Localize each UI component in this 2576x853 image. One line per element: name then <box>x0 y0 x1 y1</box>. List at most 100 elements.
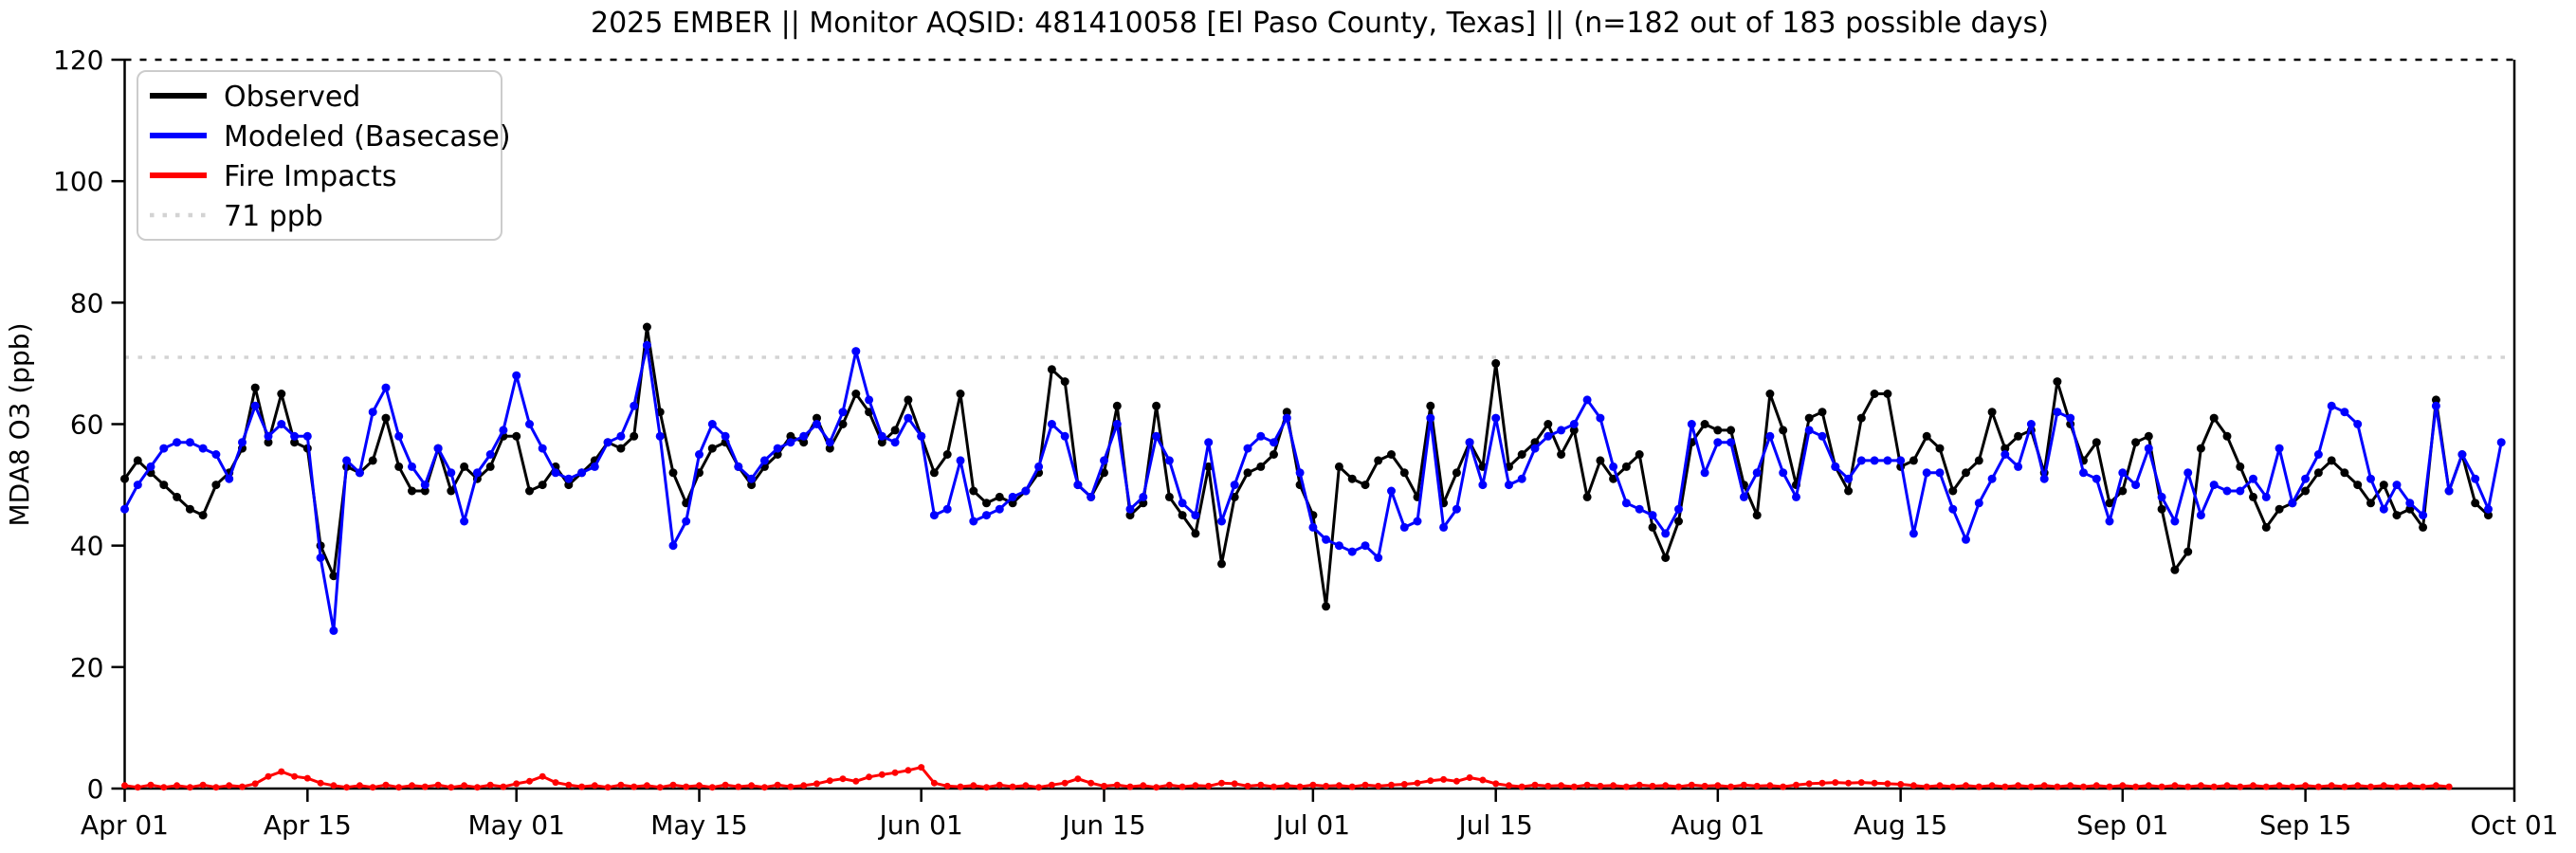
observed-point <box>1948 486 1958 496</box>
modeled-basecase-point <box>2196 511 2205 520</box>
fire-impacts-point <box>2406 782 2414 789</box>
fire-impacts-point <box>251 780 259 788</box>
fire-impacts-point <box>2250 782 2256 789</box>
observed-point <box>2275 504 2284 514</box>
fire-impacts-point <box>669 781 677 789</box>
modeled-basecase-point <box>1295 468 1305 478</box>
fire-impacts-point <box>2367 783 2374 790</box>
fire-impacts-point <box>1818 779 1826 787</box>
modeled-basecase-point <box>1844 474 1854 483</box>
x-tick-label: Aug 01 <box>1671 809 1764 841</box>
modeled-basecase-point <box>2353 420 2363 428</box>
observed-point <box>1621 462 1631 471</box>
modeled-basecase-point <box>1792 492 1800 501</box>
modeled-basecase-point <box>1282 413 1291 423</box>
modeled-basecase-point <box>2001 450 2010 459</box>
fire-impacts-point <box>1440 775 1448 783</box>
fire-impacts-point <box>760 784 768 791</box>
observed-point <box>630 431 639 441</box>
observed-point <box>1765 390 1775 398</box>
observed-point <box>1530 438 1540 447</box>
fire-impacts-point <box>2210 783 2218 790</box>
fire-impacts-point <box>1361 781 1369 789</box>
fire-impacts-point <box>473 784 481 791</box>
fire-impacts-point <box>2080 783 2087 790</box>
fire-impacts-point <box>486 781 494 789</box>
fire-impacts-point <box>343 784 351 791</box>
fire-impacts-point <box>1348 783 1356 790</box>
observed-point <box>1347 474 1357 483</box>
modeled-basecase-point <box>1700 468 1709 478</box>
fire-impacts-point <box>2302 782 2310 789</box>
modeled-basecase-point <box>1739 492 1748 501</box>
observed-point <box>786 431 795 441</box>
observed-point <box>982 499 991 508</box>
fire-impacts-point <box>1466 774 1473 781</box>
modeled-basecase-point <box>433 444 443 453</box>
observed-point <box>813 413 821 423</box>
fire-impacts-point <box>1936 782 1944 789</box>
observed-point <box>1047 365 1056 374</box>
modeled-basecase-point <box>185 438 194 447</box>
modeled-basecase-point <box>956 456 965 465</box>
modeled-basecase-point <box>1648 511 1657 520</box>
modeled-basecase-point <box>1726 438 1736 447</box>
observed-point <box>1922 431 1931 441</box>
modeled-basecase-point <box>2236 486 2245 496</box>
observed-point <box>1987 408 1997 417</box>
fire-impacts-point <box>1714 782 1722 789</box>
modeled-basecase-point <box>1491 413 1501 423</box>
observed-point <box>1752 511 1762 520</box>
observed-point <box>956 390 965 398</box>
modeled-basecase-point <box>590 462 599 471</box>
observed-point <box>1909 456 1918 465</box>
fire-impacts-point <box>1597 782 1604 789</box>
y-tick-label: 40 <box>70 531 104 562</box>
modeled-basecase-point <box>420 481 429 490</box>
modeled-basecase-point <box>1505 481 1513 490</box>
modeled-basecase-point <box>133 481 142 490</box>
x-tick-label: Apr 01 <box>81 809 169 841</box>
fire-impacts-point <box>1192 782 1199 789</box>
fire-impacts-point <box>448 784 455 791</box>
modeled-basecase-point <box>250 401 260 410</box>
observed-point <box>133 456 142 465</box>
fire-impacts-point <box>330 782 338 789</box>
fire-impacts-point <box>2380 782 2387 789</box>
fire-impacts-point <box>683 783 690 790</box>
fire-impacts-point <box>1675 783 1682 790</box>
modeled-basecase-point <box>734 462 743 471</box>
observed-point <box>1974 456 1983 465</box>
fire-impacts-point <box>1649 782 1656 789</box>
legend-box <box>137 70 502 241</box>
modeled-basecase-point <box>1361 541 1370 551</box>
plot-area: 0 20 40 60 80 100 120 Apr 01 Apr 15 May 01 May 15 J… <box>53 45 2558 841</box>
fire-impacts-point <box>1153 784 1160 791</box>
fire-impacts-point <box>2354 782 2362 789</box>
modeled-basecase-point <box>2209 481 2219 490</box>
observed-point <box>942 450 952 459</box>
modeled-basecase-point <box>682 517 691 526</box>
modeled-basecase-point <box>1557 426 1566 435</box>
observed-point <box>1139 499 1148 508</box>
modeled-basecase-point <box>173 438 182 447</box>
modeled-basecase-point <box>1034 462 1044 471</box>
observed-point <box>2183 547 2193 556</box>
fire-impacts-point <box>1022 782 1030 789</box>
observed-point <box>447 486 456 496</box>
observed-point <box>2301 486 2311 496</box>
fire-impacts-point <box>748 782 756 789</box>
fire-impacts-point <box>1963 782 1969 789</box>
x-tick-label: Aug 15 <box>1854 809 1947 841</box>
fire-impacts-point <box>604 784 612 791</box>
observed-point <box>2379 481 2388 490</box>
modeled-basecase-point <box>277 420 286 428</box>
observed-line <box>123 325 2490 608</box>
fire-impacts-point <box>1558 782 1565 789</box>
observed-point <box>2001 444 2010 453</box>
modeled-basecase-point <box>2026 420 2036 428</box>
x-tick-label: Oct 01 <box>2471 809 2559 841</box>
fire-impacts-point <box>226 782 233 789</box>
